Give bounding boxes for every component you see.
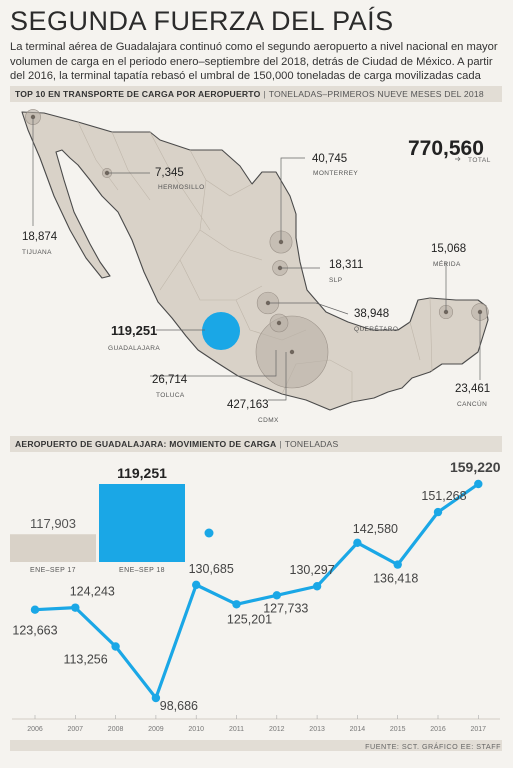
map-section-header: TOP 10 EN TRANSPORTE DE CARGA POR AEROPU… [10,86,502,102]
line-value-label: 136,418 [373,572,418,586]
line-value-label: 123,663 [12,624,57,638]
line-value-label: 130,685 [189,562,234,576]
map-value-cancún: 23,461 [455,383,490,395]
header-separator: | [263,89,266,99]
callout-queretaro [268,302,349,315]
footer-band [10,740,502,751]
map-city-hermosillo: HERMOSILLO [158,184,205,191]
x-tick-label: 2014 [350,726,366,733]
bubble-guadalajara [201,311,241,351]
line-point [393,560,402,569]
line-point [232,600,241,609]
map-bubbles [25,109,489,389]
line-section-header: AEROPUERTO DE GUADALAJARA: MOVIMIENTO DE… [10,436,502,452]
line-value-label: 130,297 [290,563,335,577]
bar-accent-dot [204,528,214,538]
map-value-monterrey: 40,745 [312,153,347,165]
map-city-slp: SLP [329,277,343,284]
line-series [34,482,480,700]
line-chart: 2006 2007 2008 2009 2010 2011 2012 2013 2014 2015… [12,459,501,733]
line-point [474,479,483,489]
line-value-label: 151,268 [421,489,466,503]
bar-category-label: ENE–SEP 17 [30,567,76,574]
line-value-label: 113,256 [63,652,107,666]
callout-toluca [150,350,277,377]
bar-value-label: 119,251 [117,465,167,481]
map-city-cancún: CANCÚN [457,399,487,408]
x-tick-label: 2009 [148,726,164,733]
line-point [151,693,161,703]
line-value-label: 127,733 [263,601,308,615]
x-tick-label: 2008 [108,726,124,733]
x-tick-label: 2016 [430,726,446,733]
map-callouts [32,118,481,401]
line-point [433,507,443,517]
callout-total-arrow [455,156,461,162]
line-point [312,582,322,591]
line-value-label: 142,580 [353,522,398,536]
map-total-value: 770,560 [408,137,484,160]
x-tick-label: 2011 [229,726,244,733]
map-value-tijuana: 18,874 [22,231,58,243]
x-tick-label: 2012 [269,726,285,733]
map-city-guadalajara: GUADALAJARA [108,345,160,352]
x-tick-label: 2017 [471,726,487,733]
bubble-center-dot [276,320,282,326]
map-city-tijuana: TIJUANA [22,249,52,256]
callout-cdmx [268,352,287,401]
map-city-cdmx: CDMX [258,417,279,424]
line-point [272,591,281,600]
line-value-label: 98,686 [160,699,198,713]
x-tick-label: 2010 [188,726,204,733]
bar-category-label: ENE–SEP 18 [119,567,165,574]
line-point [353,538,362,548]
map-city-querétaro: QUERÉTARO [354,324,398,333]
x-tick-label: 2007 [68,726,84,733]
line-header-subtitle: TONELADAS [284,439,339,449]
map-value-querétaro: 38,948 [354,308,389,320]
bar-value-label: 117,903 [30,516,76,531]
x-tick-label: 2006 [27,726,43,733]
map-city-mérida: MÉRIDA [433,259,461,268]
map-value-slp: 18,311 [329,259,363,271]
map-value-guadalajara: 119,251 [111,323,157,338]
mexico-map [21,111,489,411]
x-tick-label: 2015 [390,726,406,733]
map-city-monterrey: MONTERREY [313,170,358,177]
bubble-center-dot [30,114,36,120]
map-header-subtitle: TONELADAS–PRIMEROS NUEVE MESES DEL 2018 [268,89,484,99]
x-tick-label: 2013 [309,726,325,733]
map-header-title: TOP 10 EN TRANSPORTE DE CARGA POR AEROPU… [15,89,261,99]
line-value-label: 125,201 [227,612,272,626]
bar-1 [99,484,185,562]
line-point [71,603,80,612]
map-value-toluca: 26,714 [152,374,188,386]
callout-monterrey [280,157,305,240]
bubble-center-dot [289,349,295,355]
header-separator: | [279,439,282,449]
map-value-hermosillo: 7,345 [155,167,184,179]
line-point [30,605,40,614]
line-header-title: AEROPUERTO DE GUADALAJARA: MOVIMIENTO DE… [15,439,277,449]
map-total-label: TOTAL [468,157,491,164]
line-point [111,642,120,651]
map-city-toluca: TOLUCA [156,392,185,399]
map-value-cdmx: 427,163 [227,399,269,411]
line-value-label: 159,220 [450,459,501,475]
intro-text: La terminal aérea de Guadalajara continu… [10,41,498,97]
map-value-mérida: 15,068 [431,243,466,255]
bubble-center-dot [278,239,284,245]
line-value-label: 124,243 [70,585,115,599]
bubble-center-dot [104,170,110,176]
bar-0 [10,534,96,562]
bar-chart: 117,903 ENE–SEP 17 119,251 ENE–SEP 18 [10,465,185,574]
line-point [192,580,201,590]
page-title: SEGUNDA FUERZA DEL PAÍS [10,6,394,36]
map-labels: 18,874 TIJUANA 7,345 HERMOSILLO 40,745 MONTER… [22,153,490,424]
source-note: FUENTE: SCT. GRÁFICO EE: STAFF [365,742,501,751]
